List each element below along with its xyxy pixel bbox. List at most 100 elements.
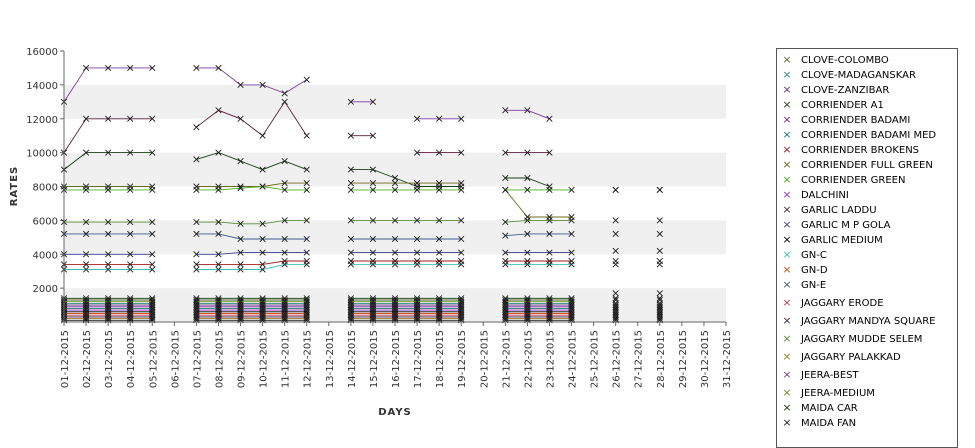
legend-label: GARLIC MEDIUM (801, 235, 883, 246)
data-point (82, 218, 90, 226)
data-point (215, 107, 222, 114)
data-point (502, 149, 509, 156)
series-20 (60, 64, 553, 122)
x-tick-label: 22-12-2015 (523, 330, 534, 388)
data-point (458, 249, 465, 256)
data-point (502, 218, 509, 226)
legend-label: CLOVE-ZANZIBAR (801, 85, 890, 96)
data-point (237, 115, 244, 122)
x-tick-label: 21-12-2015 (501, 330, 512, 388)
data-point (546, 115, 553, 122)
data-point (413, 295, 421, 302)
data-point (369, 235, 377, 243)
legend-marker-icon: × (782, 53, 792, 66)
data-point (127, 251, 134, 258)
data-point (259, 183, 266, 190)
legend-label: MAIDA CAR (801, 403, 858, 414)
legend-marker-icon: × (782, 83, 792, 96)
legend-label: GN-C (801, 250, 827, 261)
grid-band (64, 84, 726, 119)
legend-marker-icon: × (782, 263, 792, 276)
legend-marker-icon: × (782, 233, 792, 246)
data-point (524, 149, 531, 156)
series-8 (60, 183, 663, 194)
legend-item: × CORRIENDER BROKENS (781, 142, 919, 157)
data-point (413, 217, 421, 224)
data-point (237, 220, 244, 227)
x-axis-title: DAYS (378, 407, 412, 418)
x-tick-label: 10-12-2015 (259, 330, 270, 388)
data-point (524, 295, 531, 302)
data-point (436, 217, 443, 224)
data-point (105, 115, 112, 122)
legend-marker-icon: × (782, 296, 792, 309)
data-point (149, 230, 156, 238)
legend-marker-icon: × (782, 113, 792, 126)
legend-label: GARLIC LADDU (801, 205, 877, 216)
data-point (193, 124, 200, 131)
data-point (303, 235, 310, 243)
plot-background-bands (64, 51, 726, 322)
data-point (127, 261, 134, 268)
data-point (612, 315, 619, 322)
data-point (502, 174, 509, 182)
data-point (149, 261, 156, 268)
x-tick-label: 27-12-2015 (634, 330, 645, 388)
data-point (502, 232, 509, 239)
data-point (82, 149, 90, 156)
data-point (612, 247, 619, 254)
x-tick-label: 28-12-2015 (656, 330, 667, 388)
series-line (196, 152, 307, 171)
x-tick-label: 29-12-2015 (678, 330, 689, 388)
legend-marker-icon: × (782, 128, 792, 141)
data-point (413, 179, 421, 187)
legend-item: × GN-D (781, 262, 827, 277)
data-point (259, 235, 266, 243)
x-tick-label: 26-12-2015 (612, 330, 623, 388)
legend-label: CORRIENDER FULL GREEN (801, 160, 933, 171)
data-point (656, 290, 663, 297)
data-point (215, 218, 222, 226)
data-point (193, 156, 200, 163)
series-line (505, 219, 572, 223)
series-line (196, 260, 307, 265)
legend-item: × JAGGARY MANDYA SQUARE (781, 313, 935, 328)
legend-marker-icon: × (782, 143, 792, 156)
series-line (196, 182, 307, 187)
data-point (281, 98, 288, 105)
data-point (347, 179, 354, 187)
legend-marker-icon: × (782, 278, 792, 291)
data-point (458, 295, 465, 302)
legend-label: CORRIENDER BROKENS (801, 145, 920, 156)
legend-item: × CORRIENDER FULL GREEN (781, 157, 933, 172)
legend-marker-icon: × (782, 248, 792, 261)
data-point (436, 261, 443, 268)
data-point (369, 295, 377, 302)
x-tick-label: 18-12-2015 (435, 330, 446, 388)
data-point (413, 115, 421, 122)
series-7 (60, 179, 663, 221)
x-tick-label: 05-12-2015 (148, 330, 159, 388)
legend-marker-icon: × (782, 173, 792, 186)
legend-item: × JAGGARY PALAKKAD (781, 349, 900, 364)
series-line (196, 233, 307, 240)
data-point (237, 261, 244, 268)
data-point (149, 64, 156, 72)
data-point (149, 266, 156, 273)
legend-item: × JEERA-BEST (781, 367, 858, 382)
series-18 (60, 217, 663, 227)
legend-item: × GN-E (781, 277, 826, 292)
data-point (612, 295, 619, 302)
x-tick-label: 31-12-2015 (722, 330, 733, 388)
legend-label: MAIDA FAN (801, 418, 857, 429)
data-point (237, 185, 244, 192)
data-point (105, 64, 112, 72)
data-point (413, 149, 421, 156)
data-point (612, 230, 619, 238)
data-point (612, 186, 619, 194)
rates-line-chart: 2000 4000 6000 8000 10000 12000 14000 16000 01-… (9, 47, 733, 418)
data-point (193, 230, 200, 238)
data-point (612, 290, 619, 297)
data-point (347, 166, 354, 173)
data-point (237, 81, 244, 88)
